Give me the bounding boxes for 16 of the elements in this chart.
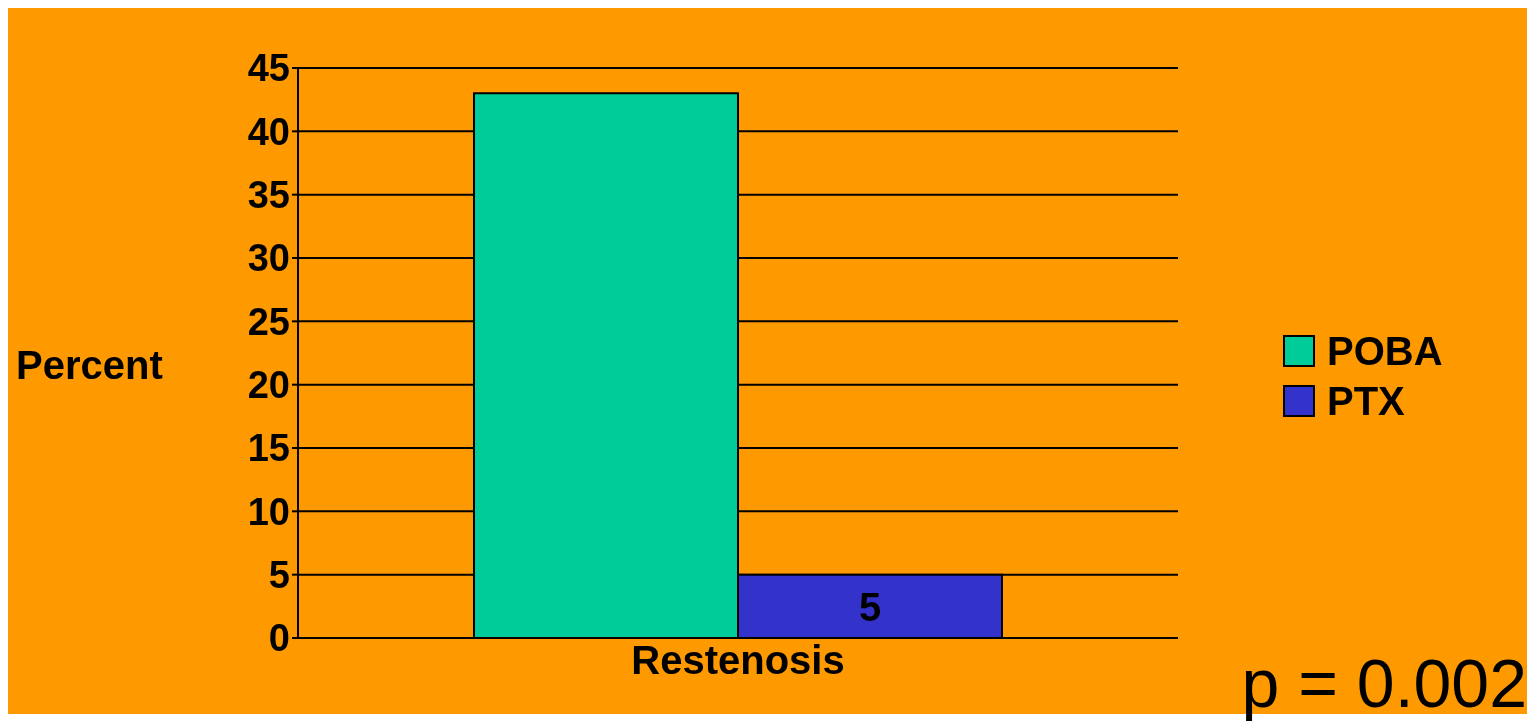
y-tick-label: 15 bbox=[247, 427, 290, 470]
y-tick-label: 45 bbox=[247, 47, 290, 90]
y-tick-label: 35 bbox=[247, 174, 290, 217]
y-tick-label: 25 bbox=[247, 300, 290, 343]
text: p = 0.002 bbox=[1241, 644, 1527, 722]
data-label: 5 bbox=[858, 584, 882, 629]
y-axis-title: Percent bbox=[16, 343, 163, 388]
y-tick-label: 5 bbox=[268, 554, 290, 597]
y-tick-label: 0 bbox=[268, 617, 290, 660]
y-tick-label: 20 bbox=[247, 364, 290, 407]
y-tick-label: 40 bbox=[247, 110, 290, 153]
legend-label: PTX bbox=[1327, 378, 1405, 424]
legend-label: POBA bbox=[1327, 328, 1443, 374]
y-tick-label: 30 bbox=[247, 237, 290, 280]
x-tick-label: Restenosis bbox=[631, 638, 845, 683]
y-tick-label: 10 bbox=[247, 490, 290, 533]
